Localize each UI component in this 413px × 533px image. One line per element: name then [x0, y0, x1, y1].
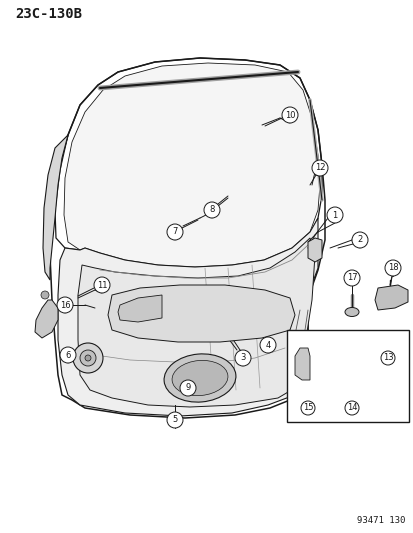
Polygon shape	[307, 238, 321, 262]
Circle shape	[57, 297, 73, 313]
Text: 4: 4	[265, 341, 270, 350]
Circle shape	[351, 232, 367, 248]
Circle shape	[166, 412, 183, 428]
Text: 8: 8	[209, 206, 214, 214]
Ellipse shape	[85, 355, 91, 361]
Circle shape	[326, 207, 342, 223]
Circle shape	[281, 107, 297, 123]
Circle shape	[311, 160, 327, 176]
Text: 7: 7	[172, 228, 177, 237]
Polygon shape	[35, 300, 58, 338]
Circle shape	[384, 260, 400, 276]
Polygon shape	[58, 218, 317, 416]
Ellipse shape	[172, 360, 228, 395]
Text: 93471 130: 93471 130	[356, 516, 404, 525]
Text: 9: 9	[185, 384, 190, 392]
Circle shape	[235, 350, 250, 366]
Circle shape	[60, 347, 76, 363]
Circle shape	[259, 337, 275, 353]
Text: 3: 3	[240, 353, 245, 362]
Text: 16: 16	[59, 301, 70, 310]
Text: 5: 5	[172, 416, 177, 424]
Text: 6: 6	[65, 351, 71, 359]
Text: 14: 14	[346, 403, 356, 413]
Circle shape	[380, 351, 394, 365]
Ellipse shape	[344, 308, 358, 317]
Text: 1: 1	[332, 211, 337, 220]
Text: 11: 11	[97, 280, 107, 289]
Text: 12: 12	[314, 164, 325, 173]
Circle shape	[180, 380, 195, 396]
Text: 10: 10	[284, 110, 294, 119]
Polygon shape	[43, 135, 68, 280]
Text: 2: 2	[356, 236, 362, 245]
Circle shape	[204, 202, 219, 218]
Polygon shape	[108, 285, 294, 342]
Ellipse shape	[41, 291, 49, 299]
Polygon shape	[78, 238, 314, 407]
Text: 18: 18	[387, 263, 397, 272]
Polygon shape	[374, 285, 407, 310]
Circle shape	[166, 224, 183, 240]
Bar	[286, 330, 408, 422]
Polygon shape	[118, 295, 161, 322]
Circle shape	[300, 401, 314, 415]
Circle shape	[343, 270, 359, 286]
Circle shape	[94, 277, 110, 293]
Ellipse shape	[73, 343, 103, 373]
Text: 23C-130B: 23C-130B	[15, 7, 82, 21]
Polygon shape	[64, 63, 319, 267]
Text: 13: 13	[382, 353, 392, 362]
Text: 15: 15	[302, 403, 313, 413]
Text: 17: 17	[346, 273, 356, 282]
Polygon shape	[294, 348, 309, 380]
Circle shape	[344, 401, 358, 415]
Ellipse shape	[164, 354, 235, 402]
Ellipse shape	[80, 350, 96, 366]
